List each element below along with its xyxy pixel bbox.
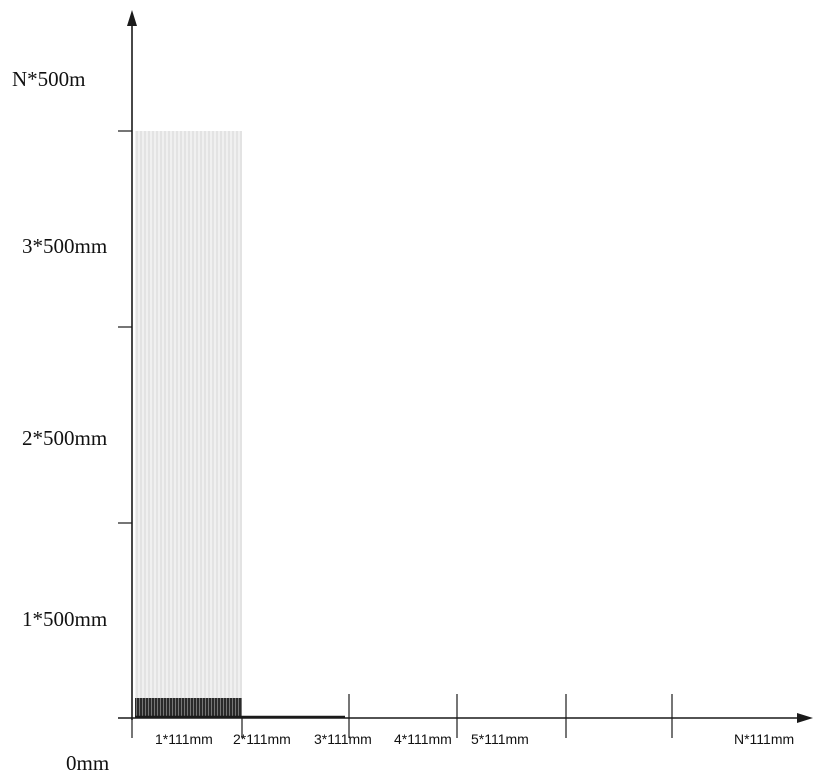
y-label-0: 0mm [66,751,109,775]
y-label-n: N*500m [12,67,86,91]
x-label-1: 1*111mm [155,731,213,747]
x-label-4: 4*111mm [394,731,452,747]
x-axis-arrowhead [797,713,813,723]
x-label-5: 5*111mm [471,731,529,747]
tall-hatched-column [135,131,242,699]
x-label-n: N*111mm [734,731,794,747]
y-label-3: 3*500mm [22,234,107,258]
y-axis-arrowhead [127,10,137,26]
x-label-2: 2*111mm [233,731,291,747]
dark-base-strip [135,698,242,718]
y-label-2: 2*500mm [22,426,107,450]
y-label-1: 1*500mm [22,607,107,631]
x-label-3: 3*111mm [314,731,372,747]
